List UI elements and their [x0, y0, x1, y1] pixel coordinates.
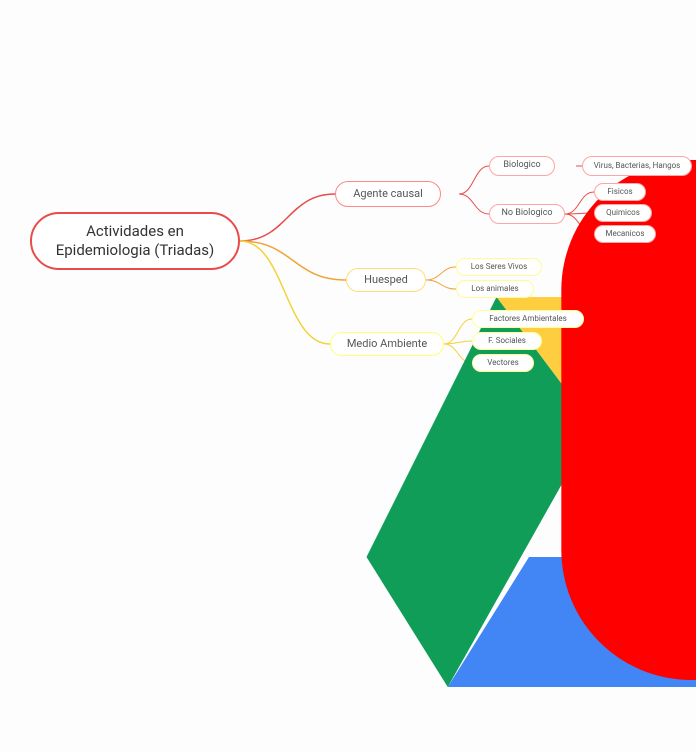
branch-2-child-1-label: F. Sociales — [488, 336, 526, 346]
branch-0-child-1-leaf-1-label: Quimicos — [606, 208, 640, 218]
root-node[interactable]: Actividades en Epidemiologia (Triadas) — [30, 212, 240, 270]
branch-0-child-0-leaf-0[interactable]: Virus, Bacterias, Hangos — [582, 156, 692, 176]
branch-0-child-0-label: Biologico — [503, 160, 540, 171]
branch-1[interactable]: Huesped — [346, 268, 426, 292]
branch-2-child-1[interactable]: F. Sociales — [472, 332, 542, 350]
youtube-icon — [560, 160, 576, 172]
branch-0-child-0-leaf-0-label: Virus, Bacterias, Hangos — [594, 161, 681, 171]
branch-0-child-1-leaf-1[interactable]: Quimicos — [594, 204, 652, 222]
branch-2[interactable]: Medio Ambiente — [330, 332, 444, 356]
branch-2-child-2-label: Vectores — [487, 358, 518, 368]
branch-0-child-1[interactable]: No Biologico — [489, 204, 565, 224]
branch-0-child-1-leaf-0[interactable]: Fisicos — [594, 183, 646, 201]
branch-0-child-0[interactable]: Biologico — [489, 156, 555, 176]
branch-1-child-1[interactable]: Los animales — [456, 280, 534, 298]
paperclip-icon — [445, 187, 459, 201]
branch-2-child-0-label: Factores Ambientales — [489, 314, 567, 324]
branch-0-child-1-leaf-0-label: Fisicos — [607, 187, 632, 197]
branch-0-child-1-leaf-2-label: Mecanicos — [605, 229, 644, 239]
branch-1-child-1-label: Los animales — [471, 284, 518, 294]
branch-0[interactable]: Agente causal — [335, 181, 441, 207]
drive-icon — [246, 232, 262, 248]
branch-2-label: Medio Ambiente — [347, 337, 427, 351]
branch-2-child-2[interactable]: Vectores — [472, 354, 534, 372]
branch-0-child-1-leaf-2[interactable]: Mecanicos — [594, 225, 656, 243]
branch-0-child-1-label: No Biologico — [501, 208, 552, 219]
branch-1-label: Huesped — [364, 273, 408, 287]
branch-2-child-0[interactable]: Factores Ambientales — [472, 310, 584, 328]
branch-0-label: Agente causal — [353, 187, 423, 201]
branch-1-child-0-label: Los Seres Vivos — [471, 262, 528, 272]
root-node-label: Actividades en Epidemiologia (Triadas) — [56, 222, 215, 260]
branch-1-child-0[interactable]: Los Seres Vivos — [456, 258, 542, 276]
